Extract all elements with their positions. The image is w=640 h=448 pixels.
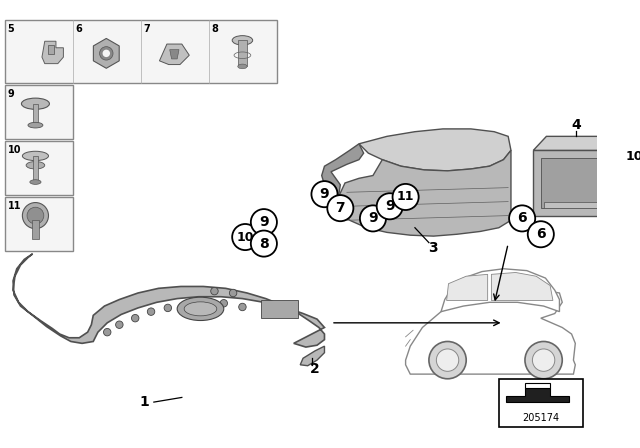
Circle shape <box>229 289 237 297</box>
Ellipse shape <box>184 302 217 316</box>
Polygon shape <box>541 158 606 208</box>
Circle shape <box>202 297 209 305</box>
Bar <box>33 156 38 182</box>
Ellipse shape <box>22 151 49 160</box>
Circle shape <box>232 224 259 250</box>
Bar <box>4 197 73 251</box>
Polygon shape <box>441 269 559 312</box>
Text: 1: 1 <box>140 395 149 409</box>
Ellipse shape <box>177 297 224 320</box>
Text: 7: 7 <box>335 201 345 215</box>
Polygon shape <box>492 272 553 301</box>
Text: 9: 9 <box>319 187 330 201</box>
Circle shape <box>147 308 155 315</box>
Ellipse shape <box>22 98 49 109</box>
Polygon shape <box>525 383 550 388</box>
Ellipse shape <box>232 36 253 45</box>
Bar <box>4 85 73 139</box>
Circle shape <box>183 301 190 308</box>
Circle shape <box>220 300 227 307</box>
Polygon shape <box>406 290 575 374</box>
Text: 10: 10 <box>8 145 21 155</box>
Circle shape <box>630 184 640 210</box>
Bar <box>4 20 277 83</box>
Circle shape <box>509 205 535 232</box>
Text: 6: 6 <box>536 227 546 241</box>
Text: 8: 8 <box>212 24 218 34</box>
Text: 4: 4 <box>572 118 581 132</box>
Text: 9: 9 <box>368 211 378 225</box>
Ellipse shape <box>27 207 44 224</box>
Circle shape <box>360 205 386 232</box>
Circle shape <box>116 321 123 328</box>
Polygon shape <box>543 202 604 208</box>
Ellipse shape <box>238 64 247 69</box>
Circle shape <box>312 181 337 207</box>
Bar <box>4 141 73 195</box>
Text: 7: 7 <box>143 24 150 34</box>
Circle shape <box>436 349 459 371</box>
Circle shape <box>327 195 353 221</box>
Polygon shape <box>322 144 364 197</box>
Circle shape <box>131 314 139 322</box>
Ellipse shape <box>28 122 43 128</box>
Text: 8: 8 <box>259 237 269 250</box>
Text: 2: 2 <box>310 362 320 376</box>
Circle shape <box>392 184 419 210</box>
Bar <box>238 40 247 66</box>
Text: 10: 10 <box>625 151 640 164</box>
Text: 9: 9 <box>385 199 395 213</box>
Bar <box>33 104 38 124</box>
Text: 5: 5 <box>639 190 640 204</box>
Circle shape <box>429 341 466 379</box>
Circle shape <box>377 193 403 220</box>
Polygon shape <box>447 274 488 301</box>
Bar <box>499 379 583 427</box>
Text: 6: 6 <box>76 24 83 34</box>
Circle shape <box>100 47 113 60</box>
Text: 5: 5 <box>8 24 14 34</box>
Text: 11: 11 <box>8 201 21 211</box>
Circle shape <box>164 304 172 312</box>
Circle shape <box>532 349 555 371</box>
Circle shape <box>251 209 277 235</box>
Bar <box>32 220 39 239</box>
Polygon shape <box>13 254 324 347</box>
Text: 3: 3 <box>428 241 438 255</box>
Polygon shape <box>359 129 511 171</box>
Circle shape <box>632 202 640 228</box>
Circle shape <box>104 328 111 336</box>
Polygon shape <box>170 50 179 59</box>
Ellipse shape <box>26 162 45 169</box>
Text: 11: 11 <box>397 190 414 203</box>
Circle shape <box>102 50 110 57</box>
Polygon shape <box>49 45 54 54</box>
Ellipse shape <box>22 202 49 228</box>
Circle shape <box>621 144 640 170</box>
Text: 10: 10 <box>236 231 254 244</box>
Text: 9: 9 <box>259 215 269 229</box>
Polygon shape <box>42 41 63 64</box>
Bar <box>261 300 298 318</box>
Polygon shape <box>533 151 614 215</box>
Polygon shape <box>159 44 189 65</box>
Text: 6: 6 <box>517 211 527 225</box>
Polygon shape <box>506 388 569 402</box>
Circle shape <box>251 231 277 257</box>
Ellipse shape <box>30 180 41 185</box>
Polygon shape <box>614 136 627 215</box>
Text: 9: 9 <box>8 89 14 99</box>
Polygon shape <box>93 39 119 68</box>
Polygon shape <box>339 151 511 236</box>
Text: 205174: 205174 <box>522 413 559 422</box>
Circle shape <box>211 288 218 295</box>
Polygon shape <box>300 346 324 366</box>
Circle shape <box>239 303 246 311</box>
Circle shape <box>528 221 554 247</box>
Circle shape <box>525 341 563 379</box>
Polygon shape <box>533 136 627 151</box>
